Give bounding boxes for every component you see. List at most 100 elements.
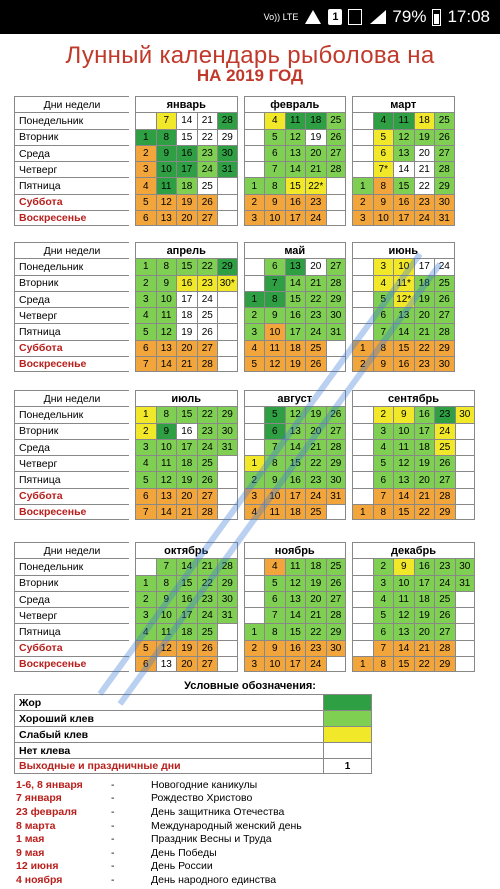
day-cell: 13: [155, 656, 176, 673]
day-cell: [325, 504, 346, 521]
day-cell: 27: [434, 623, 455, 640]
day-cell: 20: [413, 471, 434, 488]
calendar-image[interactable]: Лунный календарь рыболова на НА 2019 ГОД…: [0, 34, 500, 889]
day-cell: 15: [284, 623, 305, 640]
day-cell: 14: [393, 639, 414, 657]
day-cell: 20: [176, 210, 197, 227]
day-cell: 4: [372, 112, 393, 129]
day-cell: 16: [284, 193, 305, 211]
day-cell: 6: [264, 590, 285, 608]
day-cell: 28: [434, 161, 455, 178]
day-cell: [243, 607, 264, 624]
holiday-name: Новогодние каникулы: [151, 778, 258, 791]
day-cell: 17: [393, 210, 414, 227]
day-cell: 8: [372, 656, 393, 673]
day-cell: 28: [196, 356, 217, 373]
days-header: Дни недели: [14, 242, 129, 259]
day-cell: 7: [372, 323, 393, 340]
day-cell: [243, 258, 264, 275]
day-cell: 4: [372, 274, 393, 291]
day-cell: 3: [243, 323, 264, 340]
legend-row: Жор: [14, 694, 372, 710]
day-cell: 5: [372, 290, 393, 308]
day-cell: 8: [155, 128, 176, 145]
day-cell: [217, 177, 238, 194]
day-cell: 11: [264, 504, 285, 521]
day-cell: 22: [413, 504, 434, 521]
day-cell: 30: [325, 639, 346, 657]
holiday-dash: -: [111, 846, 115, 859]
day-cell: 27: [325, 144, 346, 162]
day-cell: 28: [325, 274, 346, 291]
day-cell: 15: [176, 258, 197, 275]
day-cell: 3: [372, 258, 393, 275]
day-cell: [352, 323, 373, 340]
legend-swatch: [324, 710, 372, 726]
day-cell: 11: [264, 339, 285, 357]
weekday-label: Вторник: [14, 422, 129, 439]
day-cell: 13: [284, 590, 305, 608]
day-cell: 28: [325, 438, 346, 456]
weekday-row: Понедельник 1 8 15 22 29 5 12 19 26 2 9 16 23 30: [14, 406, 490, 423]
volte-indicator: Vo)) LTE: [263, 11, 299, 22]
legend-label: Слабый клев: [14, 726, 324, 742]
day-cell: 1: [352, 177, 373, 194]
holiday-row: 12 июня - День России: [16, 860, 486, 874]
day-cell: [454, 438, 475, 456]
day-cell: 24: [305, 487, 326, 505]
legend-label: Выходные и праздничные дни: [14, 758, 324, 774]
day-cell: 17: [284, 323, 305, 340]
day-cell: 29: [325, 290, 346, 308]
month-header: февраль: [243, 96, 346, 113]
day-cell: [217, 356, 238, 373]
day-cell: 18: [413, 438, 434, 456]
day-cell: 3: [372, 574, 393, 591]
day-cell: [352, 558, 373, 575]
day-cell: [454, 504, 475, 521]
day-cell: 9: [155, 274, 176, 291]
day-cell: 15: [393, 339, 414, 357]
day-cell: [217, 210, 238, 227]
day-cell: 25: [434, 590, 455, 608]
day-cell: 31: [217, 438, 238, 456]
day-cell: 18: [413, 112, 434, 129]
day-cell: 16: [176, 144, 197, 162]
day-cell: 20: [305, 258, 326, 275]
day-cell: 29: [325, 455, 346, 472]
day-cell: 17: [176, 438, 197, 456]
day-cell: 12: [284, 128, 305, 145]
holiday-date: 4 ноября: [16, 873, 63, 886]
day-cell: 29: [217, 574, 238, 591]
day-cell: 25: [434, 274, 455, 291]
weekday-label: Воскресенье: [14, 504, 129, 521]
day-cell: 30: [434, 356, 455, 373]
day-cell: 8: [372, 504, 393, 521]
day-cell: [243, 406, 264, 423]
day-cell: 10: [264, 656, 285, 673]
day-cell: 8: [264, 623, 285, 640]
day-cell: 17: [413, 422, 434, 439]
block-header-row: Дни недели октябрь ноябрь декабрь: [14, 542, 490, 559]
wifi-icon: [304, 10, 322, 24]
day-cell: [352, 438, 373, 456]
day-cell: 21: [305, 607, 326, 624]
day-cell: 2: [135, 590, 156, 608]
day-cell: 10: [264, 323, 285, 340]
day-cell: [352, 290, 373, 308]
holiday-dash: -: [111, 805, 115, 818]
day-cell: 29: [434, 177, 455, 194]
day-cell: 29: [434, 656, 455, 673]
day-cell: 25: [434, 438, 455, 456]
day-cell: 10: [155, 290, 176, 308]
day-cell: 9: [393, 558, 414, 575]
holiday-row: 23 февраля - День защитника Отечества: [16, 805, 486, 819]
holiday-dash: -: [111, 833, 115, 846]
day-cell: 19: [413, 455, 434, 472]
day-cell: 23: [305, 307, 326, 324]
day-cell: 23: [305, 639, 326, 657]
weekday-row: Пятница 4 11 18 25 1 8 15 22* 1 8 15 22 29: [14, 177, 490, 194]
day-cell: 12: [284, 574, 305, 591]
day-cell: [352, 487, 373, 505]
day-cell: 21: [196, 558, 217, 575]
weekday-row: Суббота 5 12 19 26 2 9 16 23 30 7 14 21 28: [14, 639, 490, 657]
